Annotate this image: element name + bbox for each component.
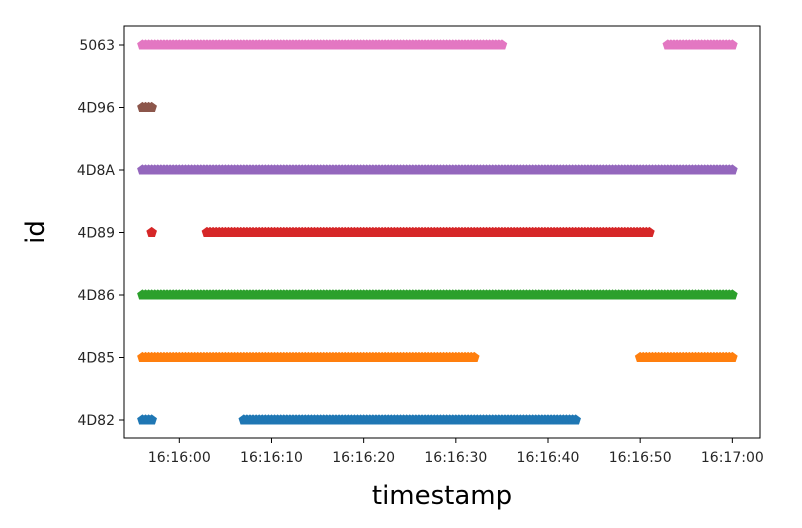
data-point — [468, 351, 480, 363]
y-tick-label: 4D8A — [77, 163, 116, 179]
data-point — [644, 226, 655, 238]
data-point — [727, 289, 738, 300]
y-axis-label: id — [21, 220, 51, 244]
x-tick-label: 16:16:10 — [240, 450, 303, 466]
data-point — [727, 39, 738, 50]
x-axis: 16:16:00 16:16:10 16:16:20 16:16:30 16:16:40… — [148, 438, 764, 466]
series-4d85 — [137, 351, 738, 363]
x-tick-label: 16:16:20 — [332, 450, 395, 466]
y-tick-label: 4D82 — [77, 413, 115, 429]
data-point — [146, 226, 157, 238]
series-4d8a — [137, 164, 738, 175]
y-tick-label: 4D89 — [77, 226, 115, 242]
y-tick-label: 4D85 — [77, 351, 115, 367]
series-4d89 — [146, 226, 655, 238]
x-tick-label: 16:16:00 — [148, 450, 211, 466]
y-tick-label: 4D96 — [77, 101, 115, 117]
series-5063 — [137, 39, 738, 50]
data-point — [727, 351, 738, 363]
x-tick-label: 16:16:40 — [517, 450, 580, 466]
series-4d96 — [137, 101, 157, 113]
data-point — [496, 39, 508, 50]
data-point — [146, 414, 157, 425]
y-axis: 4D82 4D85 4D86 4D89 4D8A 4D96 5063 — [77, 38, 124, 429]
x-axis-label: timestamp — [372, 481, 512, 511]
y-tick-label: 4D86 — [77, 288, 115, 304]
data-point — [570, 414, 581, 425]
series-4d82 — [137, 414, 581, 425]
x-tick-label: 16:16:50 — [609, 450, 672, 466]
x-tick-label: 16:16:30 — [424, 450, 487, 466]
data-point — [146, 101, 157, 113]
chart-marks — [137, 39, 738, 425]
y-tick-label: 5063 — [79, 38, 115, 54]
x-tick-label: 16:17:00 — [701, 450, 764, 466]
data-point — [727, 164, 738, 175]
series-4d86 — [137, 289, 738, 300]
